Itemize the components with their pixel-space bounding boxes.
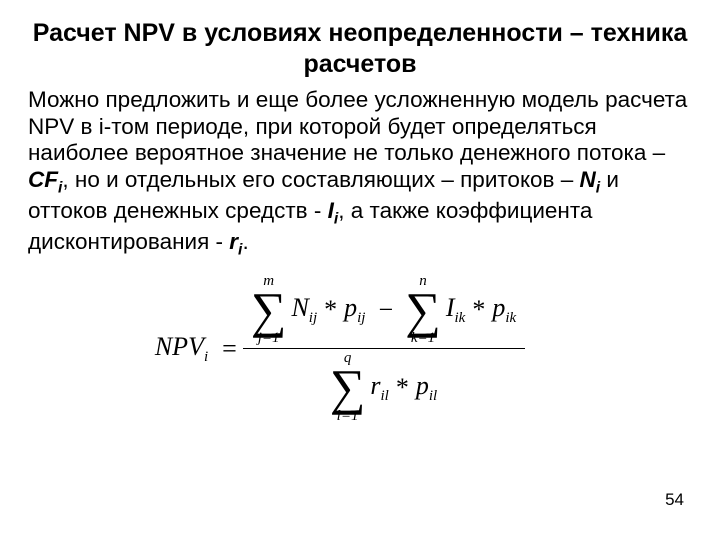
formula-lhs: NPVi <box>155 332 216 366</box>
r-sub: il <box>381 388 389 404</box>
r: r <box>370 371 380 400</box>
term-r: ril <box>367 371 391 405</box>
slide-title: Расчет NPV в условиях неопределенности –… <box>28 18 692 79</box>
term-pI: pik <box>489 293 519 327</box>
minus-sign: − <box>368 295 403 325</box>
I-sub: ik <box>454 310 465 326</box>
symbol-r: r <box>229 229 238 254</box>
sum-1: m ∑ j=1 <box>251 274 287 347</box>
sum-2: n ∑ k=1 <box>405 274 441 347</box>
para-pre: Можно предложить и еще более усложненную… <box>28 87 687 165</box>
para-end: . <box>242 229 248 254</box>
pN: p <box>344 293 357 322</box>
sigma-icon-2: ∑ <box>405 289 441 332</box>
sigma-icon-3: ∑ <box>330 366 366 409</box>
lhs-sub: i <box>204 349 208 365</box>
pr: p <box>416 371 429 400</box>
star-3: * <box>392 373 413 403</box>
npv-formula: NPVi = m ∑ j=1 Nij * pij <box>0 272 692 426</box>
sigma-icon: ∑ <box>251 289 287 332</box>
pI: p <box>492 293 505 322</box>
sum-3: q ∑ l=1 <box>330 351 366 424</box>
term-I: Iik <box>443 293 469 327</box>
para-mid1: , но и отдельных его составляющих – прит… <box>62 167 579 192</box>
sum3-lower: l=1 <box>337 409 359 424</box>
denominator: q ∑ l=1 ril * pil <box>243 349 525 426</box>
page-number: 54 <box>665 490 684 510</box>
fraction: m ∑ j=1 Nij * pij − n ∑ k=1 <box>243 272 525 426</box>
equals-sign: = <box>216 334 243 364</box>
N-sub: ij <box>309 310 317 326</box>
N: N <box>291 293 308 322</box>
pI-sub: ik <box>505 310 516 326</box>
term-pN: pij <box>341 293 368 327</box>
term-pr: pil <box>413 371 440 405</box>
pN-sub: ij <box>357 310 365 326</box>
star-2: * <box>468 295 489 325</box>
lhs-npv: NPV <box>155 332 204 361</box>
sum1-lower: j=1 <box>258 331 280 346</box>
body-paragraph: Можно предложить и еще более усложненную… <box>28 87 692 260</box>
symbol-n: N <box>580 167 596 192</box>
symbol-cf: CF <box>28 167 58 192</box>
term-N: Nij <box>288 293 320 327</box>
pr-sub: il <box>429 388 437 404</box>
sum2-lower: k=1 <box>411 331 435 346</box>
star-1: * <box>320 295 341 325</box>
numerator: m ∑ j=1 Nij * pij − n ∑ k=1 <box>243 272 525 350</box>
slide: Расчет NPV в условиях неопределенности –… <box>0 0 720 540</box>
